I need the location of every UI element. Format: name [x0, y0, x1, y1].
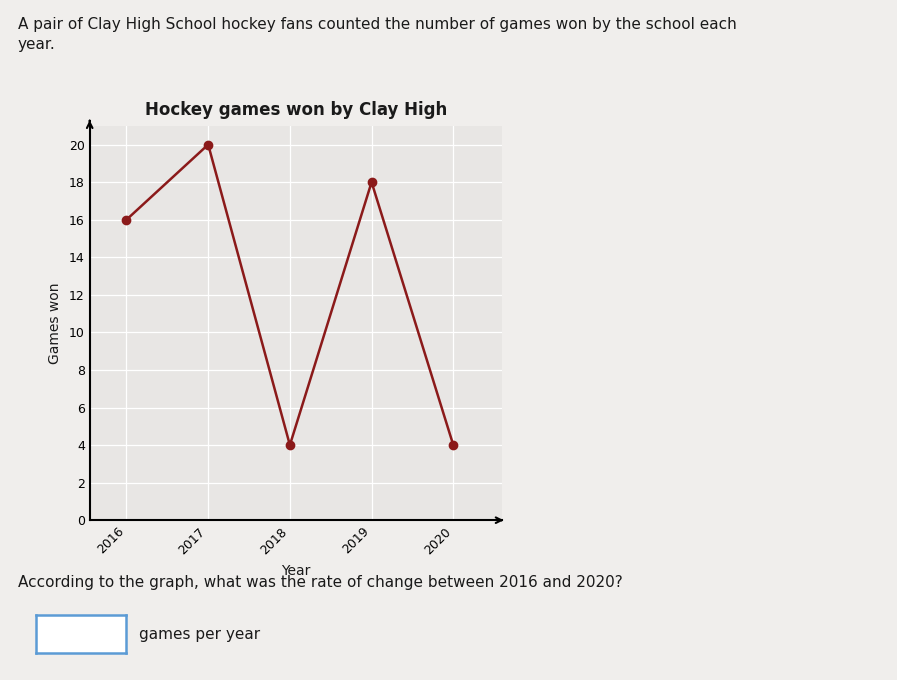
- Y-axis label: Games won: Games won: [48, 282, 62, 364]
- X-axis label: Year: Year: [282, 564, 310, 577]
- Text: year.: year.: [18, 37, 56, 52]
- Text: According to the graph, what was the rate of change between 2016 and 2020?: According to the graph, what was the rat…: [18, 575, 623, 590]
- Text: A pair of Clay High School hockey fans counted the number of games won by the sc: A pair of Clay High School hockey fans c…: [18, 17, 736, 32]
- Text: games per year: games per year: [139, 627, 260, 642]
- Title: Hockey games won by Clay High: Hockey games won by Clay High: [145, 101, 447, 119]
